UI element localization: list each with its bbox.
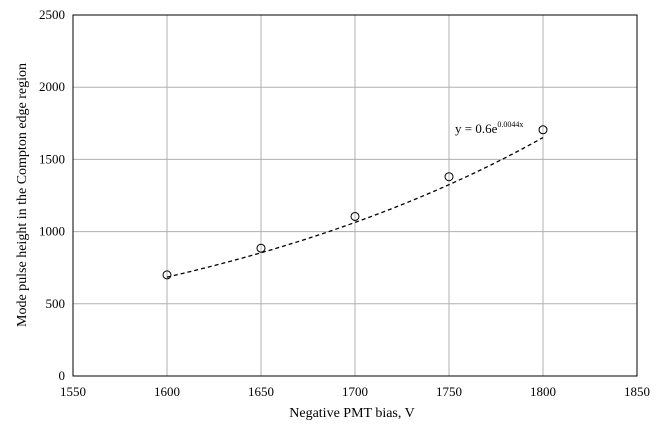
y-tick-label: 1000 — [39, 224, 65, 239]
y-tick-label: 0 — [59, 368, 66, 383]
data-point — [538, 125, 548, 135]
equation-base: y = 0.6e — [455, 121, 498, 136]
data-point — [256, 243, 266, 253]
data-point — [444, 172, 454, 182]
y-axis-title: Mode pulse height in the Compton edge re… — [15, 63, 30, 327]
x-axis-title: Negative PMT bias, V — [289, 406, 414, 421]
x-tick-label: 1800 — [530, 384, 556, 399]
x-tick-label: 1650 — [248, 384, 274, 399]
x-tick-label: 1750 — [436, 384, 462, 399]
y-tick-label: 2000 — [39, 79, 65, 94]
x-tick-label: 1550 — [60, 384, 86, 399]
y-tick-label: 500 — [46, 296, 66, 311]
data-point — [162, 270, 172, 280]
data-point — [350, 211, 360, 221]
x-axis-tick-labels: 1550 1600 1650 1700 1750 1800 1850 — [60, 384, 650, 399]
data-points — [162, 125, 548, 280]
x-tick-label: 1850 — [624, 384, 650, 399]
equation-exponent: 0.0044x — [497, 120, 523, 129]
plot-frame — [72, 14, 638, 377]
trendline-equation: y = 0.6e0.0044x — [455, 120, 523, 136]
trendline — [166, 137, 544, 278]
y-tick-label: 2500 — [39, 7, 65, 22]
x-tick-label: 1600 — [154, 384, 180, 399]
grid — [72, 14, 638, 377]
x-tick-label: 1700 — [342, 384, 368, 399]
y-axis-tick-labels: 0 500 1000 1500 2000 2500 — [39, 7, 65, 383]
y-tick-label: 1500 — [39, 151, 65, 166]
